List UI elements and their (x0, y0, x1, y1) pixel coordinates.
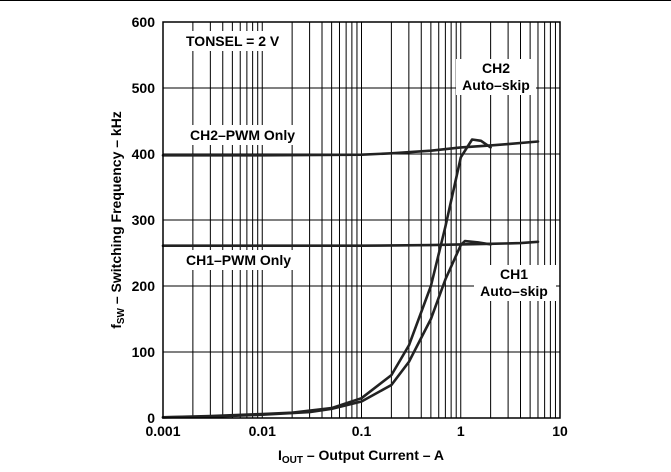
ch2-pwm-label: CH2–PWM Only (190, 127, 295, 143)
ch2-pwm-label-bg (187, 125, 307, 145)
ch2-auto-skip-label-line1: CH2 (482, 60, 510, 76)
y-tick-label: 200 (132, 278, 156, 294)
y-tick-label: 600 (132, 14, 156, 30)
y-axis-title: fSW – Switching Frequency – kHz (108, 111, 127, 329)
ch2-auto-curve (161, 138, 492, 419)
y-tick-label: 0 (147, 410, 155, 426)
y-tick-label: 400 (132, 146, 156, 162)
x-tick-label: 10 (552, 423, 568, 439)
condition-label: TONSEL = 2 V (186, 33, 280, 49)
ch1-pwm-curve (161, 240, 540, 247)
ch1-pwm-label: CH1–PWM Only (186, 252, 291, 268)
top-rule (0, 0, 671, 1)
ch2-pwm-curve (161, 140, 540, 157)
x-tick-label: 0.01 (249, 423, 276, 439)
y-tick-label: 500 (132, 80, 156, 96)
ch1-auto-skip-label-bg (474, 265, 556, 301)
annotations: TONSEL = 2 V CH2–PWM Only CH1–PWM Only C… (183, 31, 556, 301)
x-axis-title: IOUT – Output Current – A (278, 447, 444, 466)
ch1-auto-skip-label-line1: CH1 (500, 266, 528, 282)
ch1-auto-curve (161, 239, 492, 419)
x-tick-label: 1 (457, 423, 465, 439)
ch2-auto-skip-label-bg (456, 59, 536, 95)
ch2-auto-skip-label-line2: Auto–skip (462, 77, 530, 93)
series-curves (161, 138, 540, 419)
condition-label-bg (183, 31, 287, 51)
ch1-auto-skip-label-line2: Auto–skip (480, 283, 548, 299)
plot-frame (162, 21, 561, 419)
ch1-pwm-label-bg (184, 250, 306, 270)
y-tick-label: 300 (132, 212, 156, 228)
x-tick-label: 0.001 (145, 423, 180, 439)
x-tick-label: 0.1 (352, 423, 372, 439)
y-tick-label: 100 (132, 344, 156, 360)
